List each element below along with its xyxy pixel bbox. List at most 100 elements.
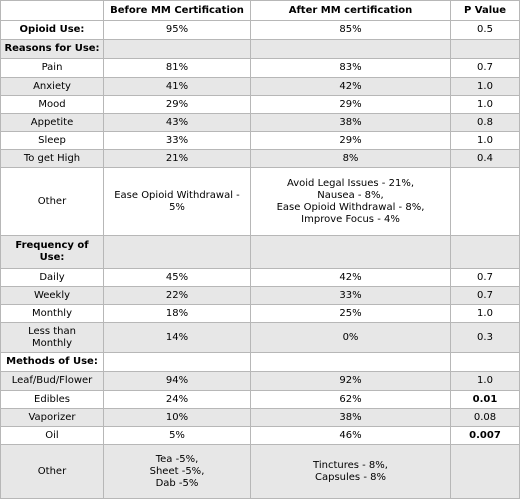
- before-item: Dab -5%: [155, 477, 199, 489]
- after-value: 33%: [250, 286, 451, 305]
- row-label: Vaporizer: [0, 408, 104, 427]
- p-value: 0.5: [450, 20, 520, 40]
- section-reasons: Reasons for Use:: [0, 39, 520, 59]
- after-value: 42%: [250, 77, 451, 96]
- after-value: 85%: [250, 20, 451, 40]
- p-value: 1.0: [450, 304, 520, 323]
- p-value: 1.0: [450, 95, 520, 114]
- row-label: Leaf/Bud/Flower: [0, 371, 104, 391]
- row-label: Other: [0, 167, 104, 236]
- row-appetite: Appetite 43% 38% 0.8: [0, 113, 520, 132]
- section-frequency: Frequency of Use:: [0, 235, 520, 269]
- section-label: Frequency of Use:: [0, 235, 104, 269]
- after-value-list: Avoid Legal Issues - 21%, Nausea - 8%, E…: [250, 167, 451, 236]
- p-value-significant: 0.007: [450, 426, 520, 445]
- row-label: Less than Monthly: [0, 322, 104, 353]
- row-weekly: Weekly 22% 33% 0.7: [0, 286, 520, 305]
- row-label: Opioid Use:: [0, 20, 104, 40]
- p-value: 1.0: [450, 371, 520, 391]
- p-value: 0.7: [450, 268, 520, 287]
- header-after: After MM certification: [250, 0, 451, 21]
- p-value: 0.08: [450, 408, 520, 427]
- before-item: Sheet -5%,: [149, 465, 205, 477]
- after-value-list: Tinctures - 8%, Capsules - 8%: [250, 444, 451, 499]
- p-value: 0.7: [450, 58, 520, 78]
- after-value: 62%: [250, 390, 451, 409]
- after-value: 46%: [250, 426, 451, 445]
- row-monthly: Monthly 18% 25% 1.0: [0, 304, 520, 323]
- row-label: Daily: [0, 268, 104, 287]
- row-pain: Pain 81% 83% 0.7: [0, 58, 520, 78]
- before-value: 29%: [103, 95, 251, 114]
- after-value: 25%: [250, 304, 451, 323]
- row-oil: Oil 5% 46% 0.007: [0, 426, 520, 445]
- p-value: 1.0: [450, 77, 520, 96]
- row-edibles: Edibles 24% 62% 0.01: [0, 390, 520, 409]
- before-value: 14%: [103, 322, 251, 353]
- p-value: 0.8: [450, 113, 520, 132]
- after-value: 38%: [250, 408, 451, 427]
- row-label: Sleep: [0, 131, 104, 150]
- after-item: Ease Opioid Withdrawal - 8%,: [276, 201, 425, 213]
- after-item: Capsules - 8%: [315, 471, 386, 483]
- after-value: 92%: [250, 371, 451, 391]
- after-item: Avoid Legal Issues - 21%,: [286, 177, 415, 189]
- p-value: 0.3: [450, 322, 520, 353]
- row-sleep: Sleep 33% 29% 1.0: [0, 131, 520, 150]
- after-value: 42%: [250, 268, 451, 287]
- p-value: 0.7: [450, 286, 520, 305]
- row-label: Edibles: [0, 390, 104, 409]
- after-value: 29%: [250, 95, 451, 114]
- before-value: 5%: [103, 426, 251, 445]
- section-label: Reasons for Use:: [0, 39, 104, 59]
- after-item: Improve Focus - 4%: [301, 213, 400, 225]
- before-item: Tea -5%,: [155, 453, 199, 465]
- row-vaporizer: Vaporizer 10% 38% 0.08: [0, 408, 520, 427]
- before-value: 22%: [103, 286, 251, 305]
- after-value: 29%: [250, 131, 451, 150]
- row-leaf-bud-flower: Leaf/Bud/Flower 94% 92% 1.0: [0, 371, 520, 391]
- p-value: 1.0: [450, 131, 520, 150]
- before-value: 18%: [103, 304, 251, 323]
- header-before: Before MM Certification: [103, 0, 251, 21]
- row-daily: Daily 45% 42% 0.7: [0, 268, 520, 287]
- p-value: [450, 167, 520, 236]
- before-value: 43%: [103, 113, 251, 132]
- before-value: 24%: [103, 390, 251, 409]
- p-value: [450, 444, 520, 499]
- row-label: Oil: [0, 426, 104, 445]
- after-item: Tinctures - 8%,: [313, 459, 388, 471]
- row-label: Weekly: [0, 286, 104, 305]
- after-value: 38%: [250, 113, 451, 132]
- before-value: 21%: [103, 149, 251, 168]
- section-label: Methods of Use:: [0, 352, 104, 372]
- row-label: Appetite: [0, 113, 104, 132]
- row-label: Monthly: [0, 304, 104, 323]
- row-mood: Mood 29% 29% 1.0: [0, 95, 520, 114]
- after-item: Nausea - 8%,: [317, 189, 384, 201]
- row-other-reasons: Other Ease Opioid Withdrawal - 5% Avoid …: [0, 167, 520, 236]
- after-value: 0%: [250, 322, 451, 353]
- before-value: 10%: [103, 408, 251, 427]
- header-p-value: P Value: [450, 0, 520, 21]
- p-value-significant: 0.01: [450, 390, 520, 409]
- row-to-get-high: To get High 21% 8% 0.4: [0, 149, 520, 168]
- before-value: 41%: [103, 77, 251, 96]
- row-label: Pain: [0, 58, 104, 78]
- before-value: 45%: [103, 268, 251, 287]
- row-label: Mood: [0, 95, 104, 114]
- row-other-methods: Other Tea -5%, Sheet -5%, Dab -5% Tinctu…: [0, 444, 520, 499]
- before-value-list: Tea -5%, Sheet -5%, Dab -5%: [103, 444, 251, 499]
- row-label: Anxiety: [0, 77, 104, 96]
- after-value: 8%: [250, 149, 451, 168]
- before-value: 95%: [103, 20, 251, 40]
- header-label: [0, 0, 104, 21]
- row-label: Other: [0, 444, 104, 499]
- header-row: Before MM Certification After MM certifi…: [0, 0, 520, 21]
- row-opioid-use: Opioid Use: 95% 85% 0.5: [0, 20, 520, 40]
- row-label: To get High: [0, 149, 104, 168]
- before-value: 81%: [103, 58, 251, 78]
- before-value: Ease Opioid Withdrawal - 5%: [103, 167, 251, 236]
- row-anxiety: Anxiety 41% 42% 1.0: [0, 77, 520, 96]
